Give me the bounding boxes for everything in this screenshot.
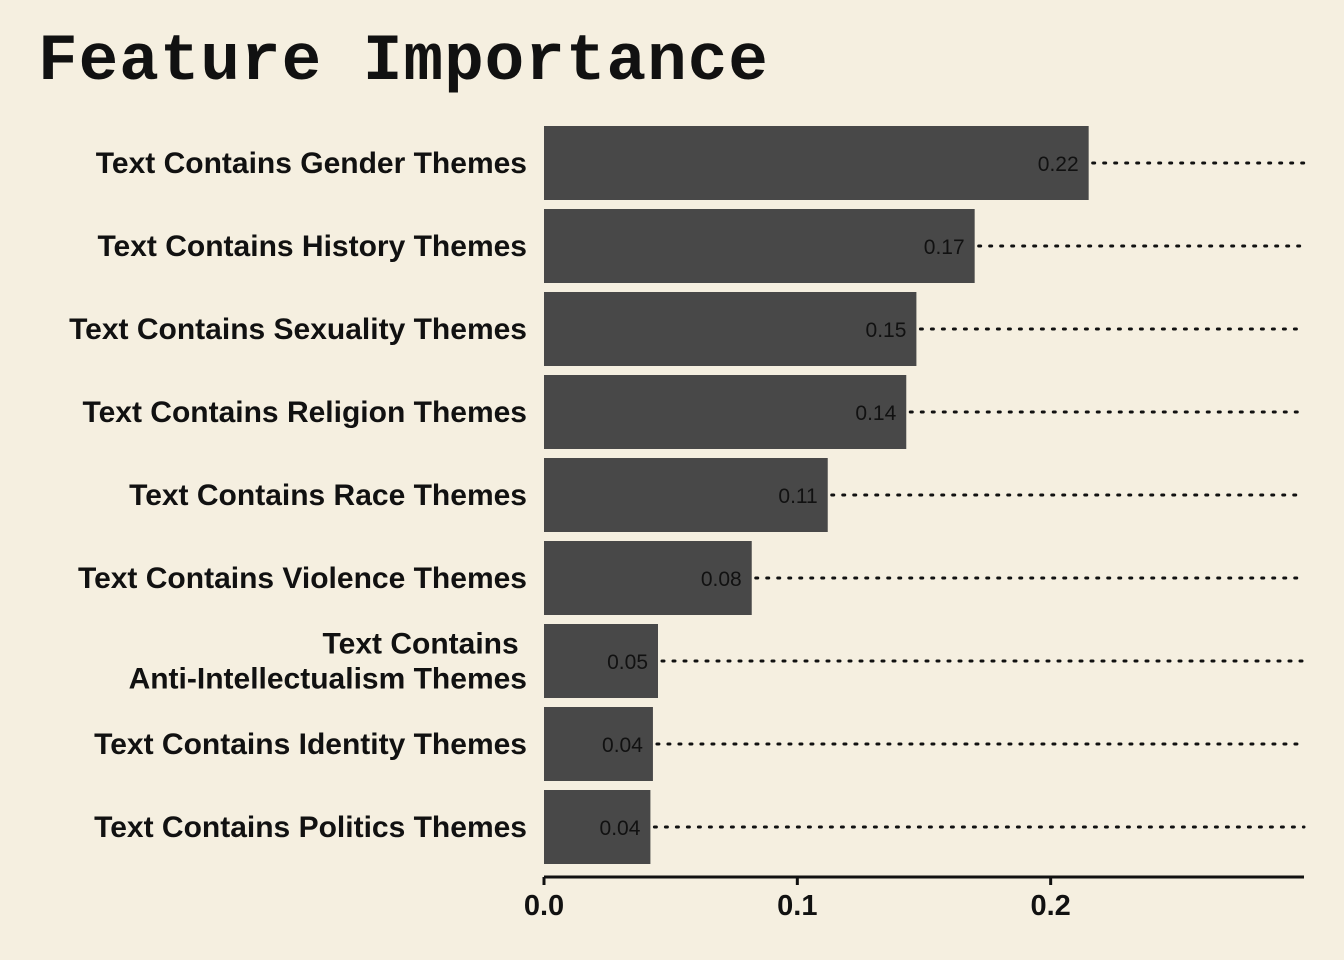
category-label: Text Contains Religion Themes — [82, 396, 527, 429]
x-tick-label: 0.2 — [1031, 890, 1071, 922]
data-label: 0.14 — [855, 402, 896, 425]
data-labels-layer: 0.22 0.17 0.15 0.14 0.11 0.08 0.05 0.04 0.04 — [600, 153, 1079, 840]
bar — [544, 458, 828, 532]
data-label: 0.05 — [607, 651, 648, 674]
data-label: 0.08 — [701, 568, 742, 591]
data-label: 0.11 — [778, 485, 817, 508]
category-label: Text Contains Sexuality Themes — [69, 313, 527, 346]
category-label: Text Contains Race Themes — [129, 479, 527, 512]
data-label: 0.22 — [1038, 153, 1079, 176]
bar — [544, 624, 658, 698]
chart-title: Feature Importance — [38, 24, 769, 99]
bar — [544, 209, 975, 283]
bar — [544, 126, 1089, 200]
data-label: 0.17 — [924, 236, 965, 259]
category-labels-layer: Text Contains Gender Themes Text Contains… — [69, 147, 527, 844]
category-label: Text Contains Violence Themes — [78, 562, 527, 595]
x-tick-label: 0.0 — [524, 890, 564, 922]
bar — [544, 790, 651, 864]
category-label: Text Contains Anti-Intellectualism Theme… — [129, 628, 527, 696]
x-axis: 0.0 0.1 0.2 — [524, 875, 1304, 922]
leader-lines-layer — [652, 161, 1306, 829]
category-label: Text Contains Politics Themes — [94, 811, 527, 844]
data-label: 0.04 — [600, 817, 641, 840]
x-tick-label: 0.1 — [777, 890, 817, 922]
bar — [544, 541, 752, 615]
category-label: Text Contains Gender Themes — [96, 147, 527, 180]
data-label: 0.15 — [866, 319, 907, 342]
bar — [544, 375, 907, 449]
category-label: Text Contains Identity Themes — [94, 728, 527, 761]
data-label: 0.04 — [602, 734, 643, 757]
bar — [544, 707, 653, 781]
bars-layer — [544, 126, 1089, 864]
bar — [544, 292, 917, 366]
category-label: Text Contains History Themes — [97, 230, 527, 263]
